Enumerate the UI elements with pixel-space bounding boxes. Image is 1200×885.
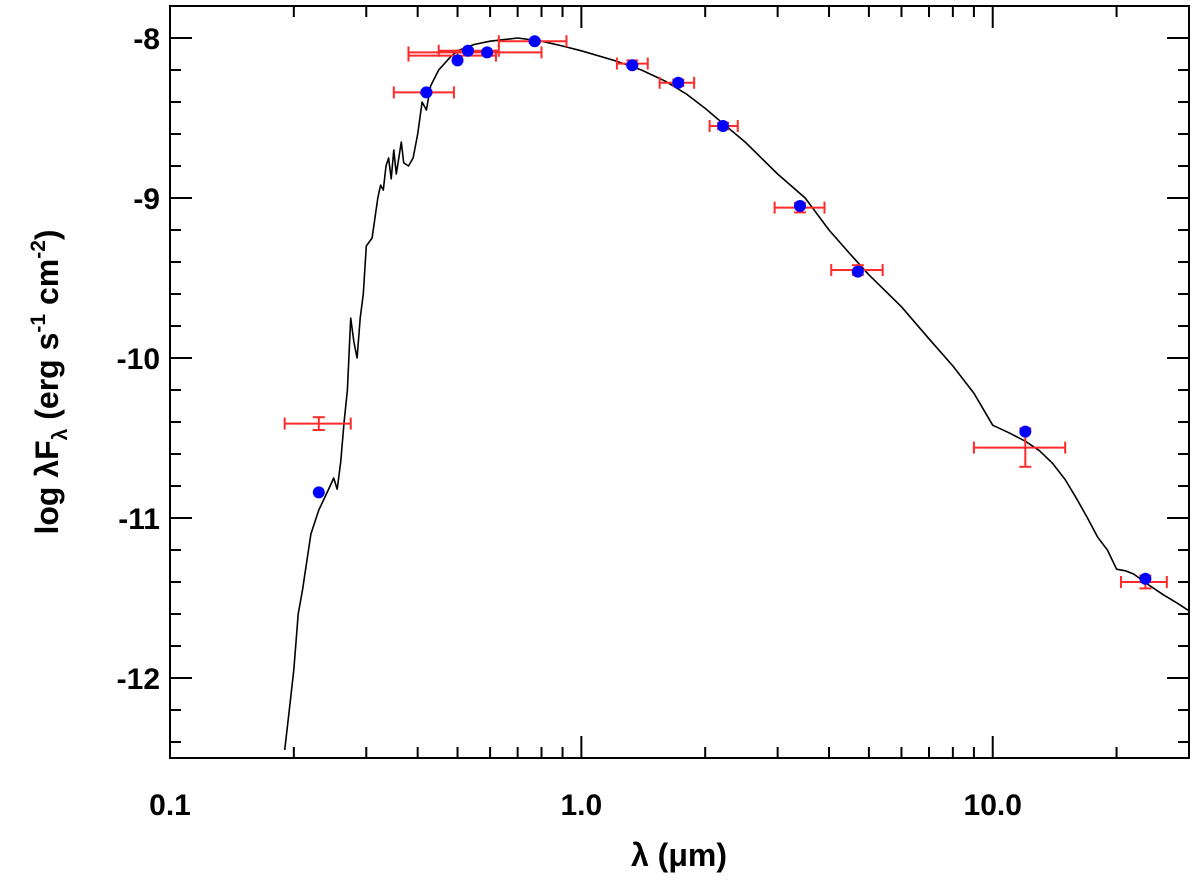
model-point-10 — [851, 265, 864, 278]
y-axis-title-unit-close: ) — [29, 229, 65, 240]
y-axis-title-subscript: λ — [49, 428, 72, 440]
plot-frame — [169, 5, 1190, 759]
model-point-0 — [312, 486, 325, 499]
y-axis-title-main: log λF — [29, 440, 65, 534]
y-axis-title-unit-mid: cm — [29, 259, 65, 314]
observed-point-11 — [972, 427, 1067, 468]
model-sed-line — [283, 37, 1190, 751]
model-point-7 — [672, 76, 685, 89]
y-tick-label-0: -8 — [133, 23, 160, 56]
x-tick-label-0: 0.1 — [149, 789, 191, 822]
model-photometry-series — [312, 35, 1152, 585]
y-tick-label-2: -10 — [117, 343, 160, 376]
y-axis-title-unit-open: (erg s — [29, 333, 65, 429]
y-tick-label-1: -9 — [133, 183, 160, 216]
observed-flux-series — [283, 35, 1168, 590]
model-point-8 — [717, 120, 730, 132]
model-point-1 — [420, 86, 433, 99]
x-tick-label-2: 10.0 — [964, 789, 1022, 822]
x-tick-label-1: 1.0 — [561, 789, 603, 822]
axis-ticks — [169, 5, 1190, 758]
y-tick-label-4: -12 — [117, 663, 160, 696]
model-point-4 — [481, 46, 494, 59]
x-axis-title: λ (μm) — [631, 837, 727, 873]
model-point-3 — [461, 44, 474, 57]
model-point-12 — [1139, 572, 1152, 585]
y-axis-title-exp2: -2 — [27, 240, 50, 259]
y-axis-title-exp1: -1 — [27, 314, 50, 333]
y-tick-label-3: -11 — [118, 503, 160, 536]
model-point-11 — [1019, 425, 1032, 438]
tick-labels: 0.1 1.0 10.0 -8 -9 -10 -11 -12 — [117, 23, 1022, 822]
model-point-2 — [451, 54, 464, 67]
observed-point-4 — [407, 46, 543, 59]
y-axis-title: log λFλ (erg s-1 cm-2) — [27, 229, 72, 534]
observed-point-0 — [283, 416, 352, 431]
model-point-6 — [626, 59, 639, 72]
model-point-9 — [793, 200, 806, 212]
model-sed-series — [283, 37, 1190, 751]
model-point-5 — [528, 35, 541, 48]
